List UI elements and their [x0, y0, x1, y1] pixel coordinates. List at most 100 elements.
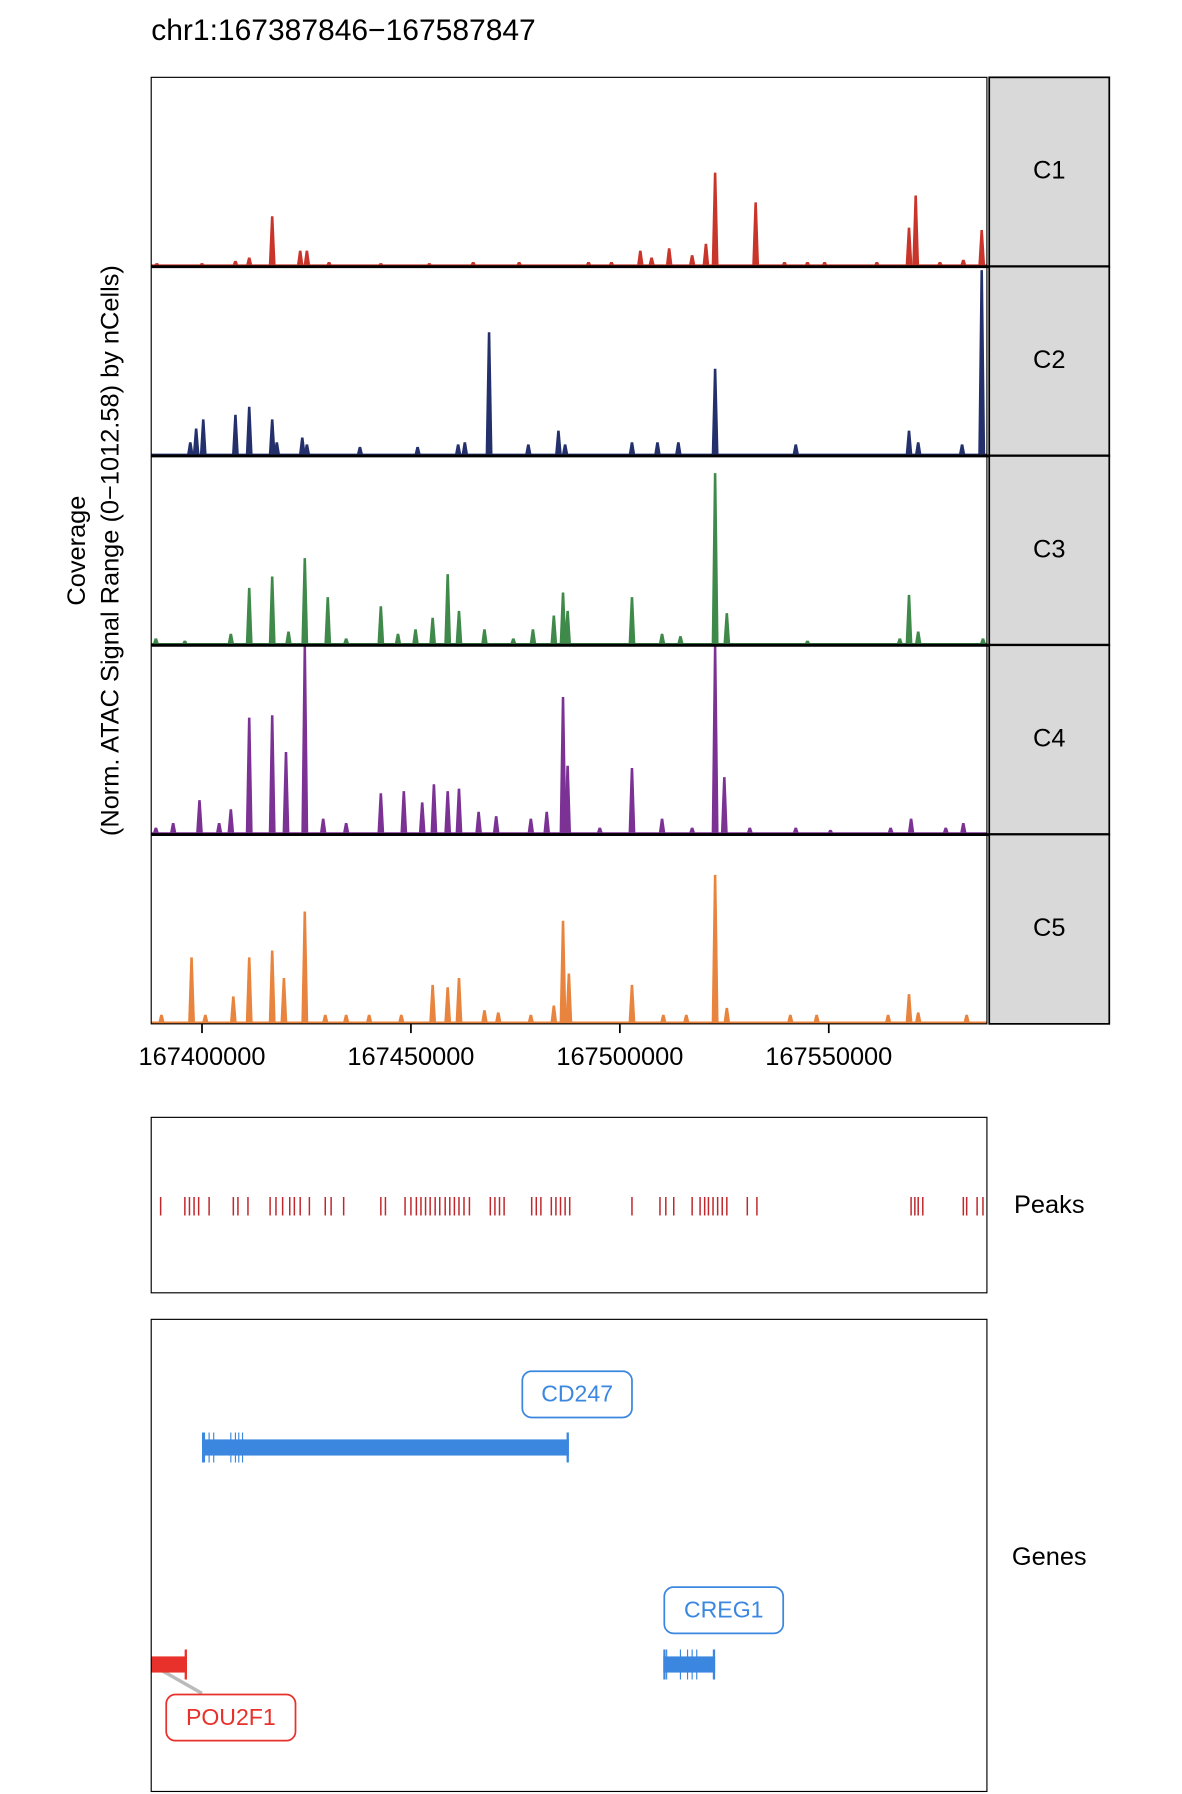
gene-body — [151, 1656, 187, 1673]
coverage-peak — [169, 823, 177, 835]
coverage-peak — [280, 977, 288, 1024]
coverage-peak — [296, 250, 304, 267]
plot-area — [151, 172, 987, 1695]
coverage-peak — [565, 973, 573, 1024]
genes-frame — [150, 1318, 988, 1793]
coverage-peak — [792, 827, 800, 835]
coverage-peak — [152, 638, 160, 646]
coverage-peak — [653, 442, 661, 456]
strip — [988, 76, 1111, 268]
coverage-peak — [978, 230, 986, 267]
coverage-peak — [959, 259, 967, 267]
coverage-peak — [907, 818, 915, 835]
coverage-peak — [550, 615, 558, 646]
coverage-peak — [628, 984, 636, 1024]
coverage-peak — [412, 629, 419, 646]
gene-body — [663, 1656, 716, 1673]
coverage-peak — [268, 576, 276, 646]
coverage-peak — [711, 473, 719, 646]
coverage-peak — [720, 777, 728, 835]
coverage-peak — [723, 613, 731, 646]
coverage-peak — [461, 442, 469, 456]
coverage-peak — [414, 446, 422, 456]
coverage-peak — [192, 428, 200, 456]
coverage-peak — [298, 437, 306, 456]
coverage-peak — [429, 984, 437, 1024]
coverage-peak — [227, 809, 235, 835]
coverage-peak — [201, 1014, 209, 1024]
coverage-peak — [914, 631, 922, 646]
coverage-peak — [896, 638, 904, 646]
coverage-peak — [529, 629, 537, 646]
coverage-peak — [711, 172, 719, 267]
coverage-peak — [377, 793, 385, 835]
coverage-peak — [711, 368, 719, 456]
coverage-peak — [394, 633, 402, 646]
coverage-peak — [564, 610, 572, 646]
coverage-peak — [245, 257, 253, 267]
coverage-peak — [282, 752, 290, 835]
coverage-peak — [481, 1010, 488, 1024]
coverage-peak — [273, 442, 281, 456]
x-tick-label: 167550000 — [765, 1043, 892, 1071]
strip-label: C1 — [1033, 157, 1065, 185]
coverage-peak — [430, 784, 438, 835]
coverage-peak — [444, 987, 452, 1024]
coverage-peak — [303, 250, 311, 267]
strip-label: C3 — [1033, 535, 1065, 563]
coverage-peak — [659, 1014, 667, 1024]
gene-label-box — [521, 1370, 633, 1419]
coverage-peak — [711, 874, 719, 1024]
coverage-peak — [227, 633, 235, 646]
strip — [988, 455, 1111, 647]
coverage-peak — [561, 444, 569, 456]
coverage-peak — [268, 419, 276, 456]
coverage-peak — [444, 574, 452, 646]
coverage-peak — [978, 270, 986, 456]
coverage-peak — [245, 587, 253, 646]
y-axis-label: (Norm. ATAC Signal Range (0−1012.58) by … — [97, 265, 125, 836]
coverage-peak — [723, 1007, 731, 1024]
x-tick-label: 167500000 — [556, 1043, 683, 1071]
coverage-peak — [455, 788, 463, 835]
coverage-peak — [444, 791, 452, 835]
coverage-peak — [455, 977, 463, 1024]
coverage-peak — [429, 617, 437, 646]
gene-label-box — [663, 1586, 785, 1635]
coverage-peak — [648, 257, 656, 267]
coverage-peak — [324, 597, 332, 646]
coverage-peak — [688, 827, 696, 835]
coverage-peak — [554, 430, 562, 456]
coverage-peak — [792, 444, 800, 456]
coverage-peak — [628, 442, 636, 456]
coverage-peak — [377, 606, 385, 646]
coverage-peak — [494, 1012, 502, 1024]
coverage-peak — [342, 823, 350, 835]
coverage-peak — [509, 638, 517, 646]
coverage-peak — [914, 1012, 922, 1024]
coverage-peak — [342, 638, 350, 646]
coverage-peak — [905, 430, 913, 456]
coverage-peak — [958, 444, 966, 456]
gene-label-box — [165, 1693, 297, 1742]
coverage-peak — [485, 332, 493, 456]
coverage-peak — [196, 800, 203, 835]
coverage-peak — [711, 646, 719, 835]
coverage-peak — [285, 631, 292, 646]
coverage-peak — [559, 592, 567, 646]
gene-label: CD247 — [541, 1381, 613, 1407]
coverage-peak — [301, 558, 309, 646]
coverage-peak — [688, 255, 696, 267]
coverage-peak — [475, 811, 483, 835]
coverage-peak — [400, 791, 408, 835]
track-label: Peaks — [1014, 1191, 1085, 1219]
coverage-peak — [527, 818, 535, 835]
coverage-peak — [559, 920, 567, 1024]
strip-label: C2 — [1033, 346, 1065, 374]
gene-label: POU2F1 — [186, 1704, 276, 1730]
coverage-peak — [186, 442, 194, 456]
coverage-peak — [356, 446, 364, 456]
chart-title: chr1:167387846−167587847 — [151, 14, 536, 47]
x-tick-label: 167450000 — [347, 1043, 474, 1071]
